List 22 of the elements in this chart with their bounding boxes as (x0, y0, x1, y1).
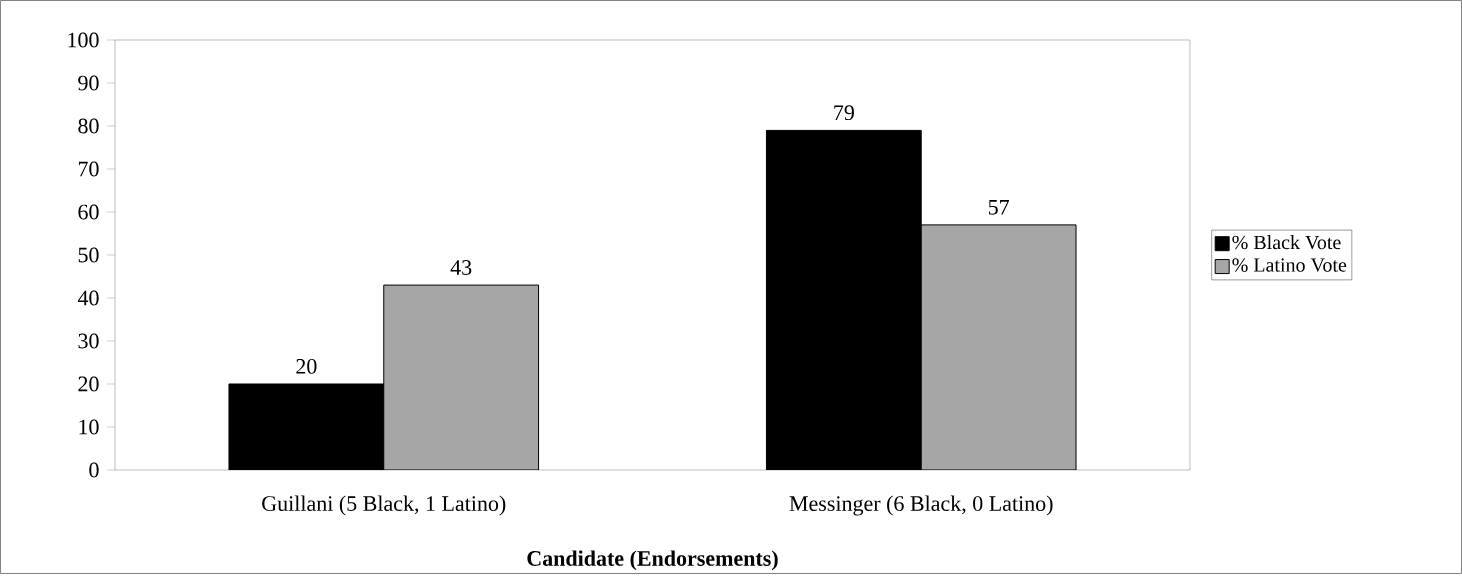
bar (920, 224, 1077, 471)
data-label: 57 (988, 200, 1009, 215)
x-axis-title: Candidate (Endorsements) (527, 550, 778, 571)
y-tick-label: 30 (78, 333, 99, 349)
data-label: 43 (450, 260, 472, 276)
y-tick-label: 60 (78, 204, 99, 220)
data-label: 79 (834, 105, 854, 121)
y-tick-label: 90 (78, 75, 99, 91)
data-label: 20 (296, 359, 317, 374)
y-tick-label: 20 (78, 376, 99, 392)
bar (383, 284, 540, 471)
y-tick-label: 40 (77, 290, 99, 306)
y-tick-label: 80 (78, 118, 99, 134)
x-tick-label: Messinger (6 Black, 0 Latino) (789, 495, 1053, 516)
y-tick-label: 50 (78, 247, 99, 263)
y-tick-label: 100 (68, 32, 99, 48)
x-tick-label: Guillani (5 Black, 1 Latino) (262, 495, 506, 516)
y-tick-label: 70 (78, 161, 99, 177)
y-tick-label: 0 (89, 462, 99, 478)
legend-label: % Latino Vote (1232, 258, 1347, 273)
legend-label: % Black Vote (1232, 235, 1341, 250)
y-tick-label: 10 (79, 419, 99, 435)
